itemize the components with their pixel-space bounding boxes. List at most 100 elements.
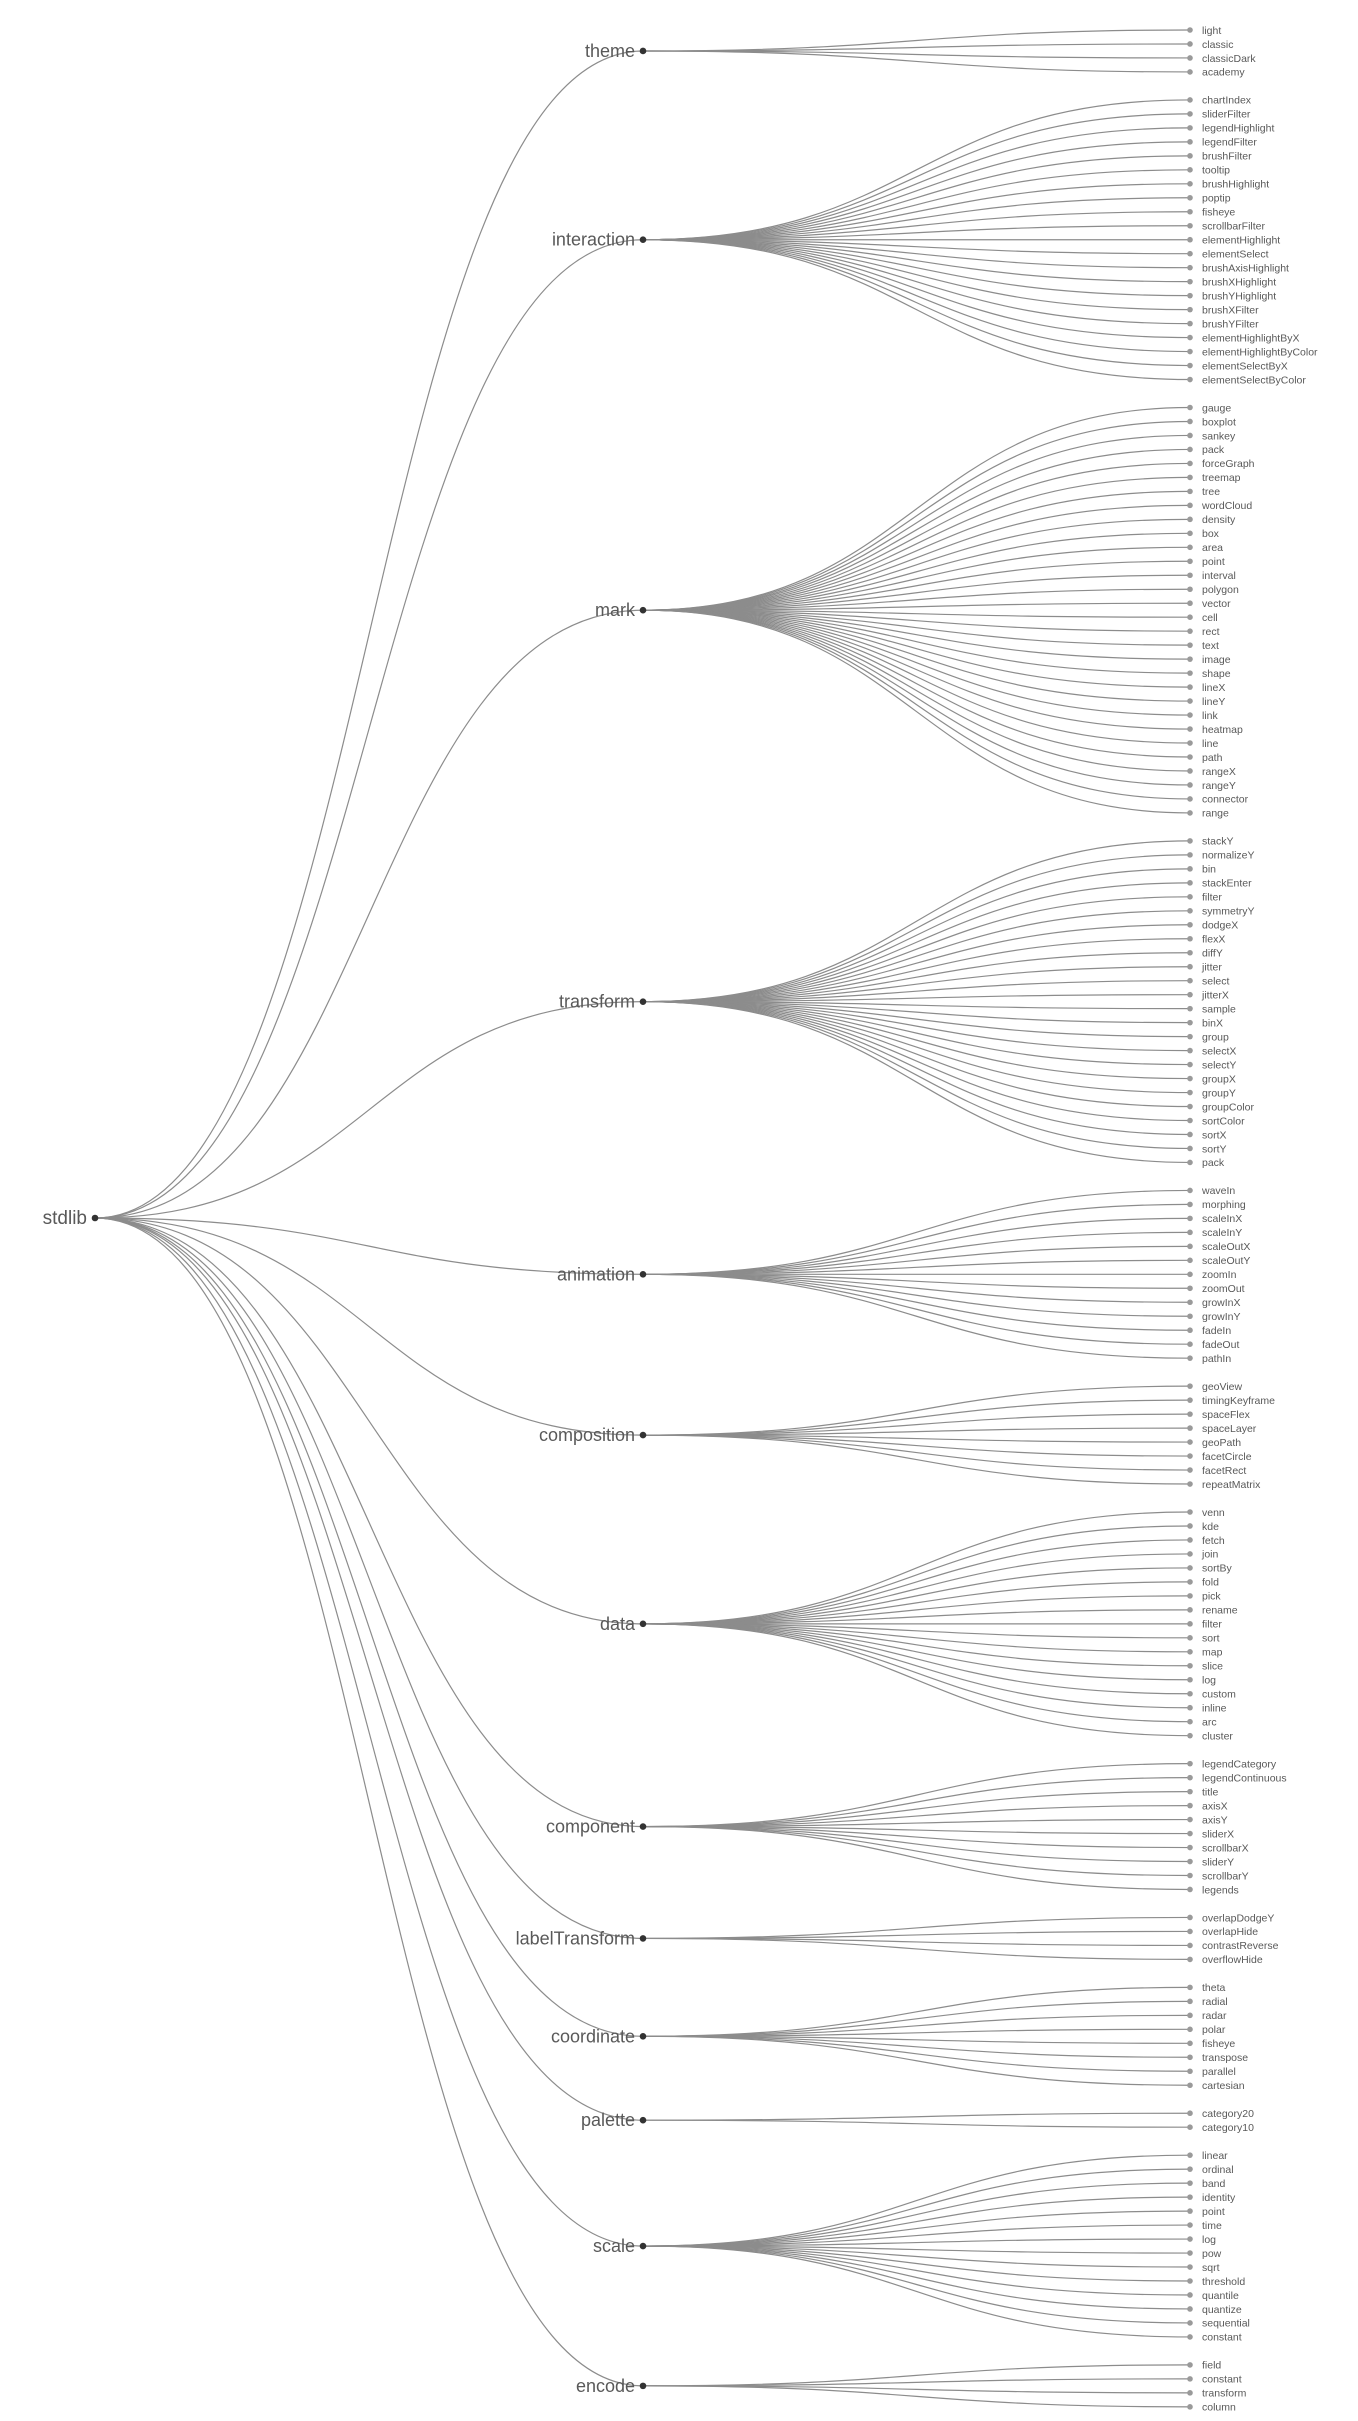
leaf-label-mark-point: point — [1202, 556, 1225, 568]
leaf-label-animation-zoom-out: zoomOut — [1202, 1283, 1245, 1295]
leaf-label-transform-pack: pack — [1202, 1157, 1225, 1169]
link-interaction-brush-xhighlight — [642, 239, 1191, 283]
link-composition-repeat-matrix — [642, 1434, 1191, 1485]
leaf-node-data-rename — [1187, 1607, 1193, 1613]
link-interaction-element-select-by-x — [642, 239, 1191, 367]
leaf-node-transform-select-y — [1187, 1061, 1193, 1068]
link-animation-grow-in-x — [642, 1273, 1191, 1303]
link-coordinate-parallel — [642, 2035, 1191, 2072]
link-transform-sort-x — [642, 1001, 1191, 1136]
link-coordinate-radial — [642, 2000, 1191, 2037]
link-interaction-element-select-by-color — [642, 239, 1191, 381]
leaf-label-transform-symmetry-y: symmetryY — [1202, 906, 1255, 918]
leaf-label-transform-select: select — [1202, 976, 1230, 988]
leaf-node-composition-facet-rect — [1187, 1467, 1193, 1473]
leaf-label-mark-treemap: treemap — [1202, 472, 1241, 484]
link-mark-range-x — [642, 609, 1191, 772]
tree-links — [94, 29, 1191, 2408]
link-interaction-element-highlight-by-color — [642, 239, 1191, 353]
leaf-node-transform-diff-y — [1187, 949, 1193, 956]
leaf-label-interaction-slider-filter: sliderFilter — [1202, 109, 1251, 121]
link-transform-jitter-x — [642, 994, 1191, 1003]
link-coordinate-fisheye — [642, 2035, 1191, 2044]
leaf-node-transform-bin — [1187, 866, 1193, 872]
link-animation-scale-out-y — [642, 1259, 1191, 1275]
link-root-theme — [94, 50, 644, 1219]
category-node-encode — [639, 2382, 647, 2390]
link-animation-path-in — [642, 1273, 1191, 1359]
leaf-label-data-arc: arc — [1202, 1717, 1217, 1729]
link-coordinate-polar — [642, 2028, 1191, 2037]
link-data-arc — [642, 1623, 1191, 1723]
link-root-component — [94, 1217, 644, 1828]
link-interaction-slider-filter — [642, 113, 1191, 241]
category-label-transform: transform — [559, 992, 635, 1012]
link-coordinate-radar — [642, 2014, 1191, 2037]
link-mark-box — [642, 532, 1191, 611]
category-label-component: component — [546, 1817, 635, 1837]
link-animation-scale-out-x — [642, 1245, 1191, 1275]
leaf-label-transform-filter: filter — [1202, 892, 1222, 904]
category-node-component — [639, 1823, 647, 1830]
leaf-label-interaction-brush-yfilter: brushYFilter — [1202, 318, 1259, 330]
leaf-node-animation-grow-in-x — [1187, 1299, 1193, 1306]
link-encode-constant — [642, 2378, 1191, 2387]
leaf-label-transform-dodge-x: dodgeX — [1202, 920, 1238, 932]
link-data-join — [642, 1553, 1191, 1625]
leaf-label-coordinate-fisheye: fisheye — [1202, 2038, 1235, 2050]
leaf-node-mark-gauge — [1187, 404, 1193, 411]
leaf-label-animation-scale-out-y: scaleOutY — [1202, 1255, 1250, 1267]
link-transform-bin-x — [642, 1001, 1191, 1024]
leaf-label-data-sort-by: sortBy — [1202, 1563, 1233, 1575]
category-label-composition: composition — [539, 1425, 635, 1445]
link-component-legends — [642, 1825, 1191, 1891]
leaf-label-data-inline: inline — [1202, 1703, 1227, 1715]
category-label-label-transform: labelTransform — [516, 1928, 635, 1948]
leaf-node-data-cluster — [1187, 1732, 1193, 1739]
leaf-node-transform-group-y — [1187, 1089, 1193, 1096]
leaf-label-animation-morphing: morphing — [1202, 1199, 1246, 1211]
leaf-label-mark-line-y: lineY — [1202, 696, 1225, 708]
link-transform-sort-y — [642, 1001, 1191, 1150]
leaf-label-mark-range: range — [1202, 808, 1229, 820]
leaf-node-label-transform-overflow-hide — [1187, 1956, 1193, 1963]
leaf-node-encode-transform — [1187, 2390, 1193, 2396]
leaf-node-component-legend-continuous — [1187, 1774, 1193, 1781]
link-mark-text — [642, 609, 1191, 646]
link-data-sort-by — [642, 1567, 1191, 1625]
leaf-label-scale-quantize: quantize — [1202, 2304, 1242, 2316]
leaf-label-encode-field: field — [1202, 2360, 1221, 2372]
link-mark-range-y — [642, 609, 1191, 786]
leaf-node-composition-timing-keyframe — [1187, 1397, 1193, 1403]
leaf-node-interaction-element-select-by-color — [1187, 376, 1193, 383]
link-mark-path — [642, 609, 1191, 758]
link-data-sort — [642, 1623, 1191, 1639]
leaf-node-theme-academy — [1187, 69, 1193, 75]
link-interaction-brush-highlight — [642, 183, 1191, 241]
leaf-node-data-join — [1187, 1551, 1193, 1557]
leaf-node-composition-repeat-matrix — [1187, 1481, 1193, 1487]
leaf-label-composition-space-layer: spaceLayer — [1202, 1423, 1257, 1435]
leaf-node-mark-range-x — [1187, 768, 1193, 774]
leaf-label-animation-scale-in-y: scaleInY — [1202, 1227, 1242, 1239]
leaf-label-transform-jitter: jitter — [1201, 962, 1222, 974]
leaf-label-mark-area: area — [1202, 542, 1223, 554]
link-animation-fade-in — [642, 1273, 1191, 1331]
leaf-node-animation-zoom-out — [1187, 1285, 1193, 1292]
leaf-node-scale-pow — [1187, 2250, 1193, 2256]
leaf-node-mark-line — [1187, 740, 1193, 746]
leaf-label-transform-sample: sample — [1202, 1003, 1236, 1015]
leaf-label-data-slice: slice — [1202, 1661, 1223, 1673]
leaf-node-data-inline — [1187, 1704, 1193, 1711]
leaf-label-palette-category20: category20 — [1202, 2108, 1254, 2120]
leaf-node-transform-group-color — [1187, 1103, 1193, 1110]
leaf-node-transform-sample — [1187, 1005, 1193, 1012]
leaf-node-data-kde — [1187, 1523, 1193, 1529]
leaf-node-interaction-brush-filter — [1187, 153, 1193, 159]
link-transform-group — [642, 1001, 1191, 1038]
leaf-node-interaction-brush-xfilter — [1187, 306, 1193, 313]
link-root-palette — [94, 1217, 644, 2121]
leaf-node-mark-box — [1187, 530, 1193, 537]
leaf-node-transform-jitter — [1187, 963, 1193, 970]
